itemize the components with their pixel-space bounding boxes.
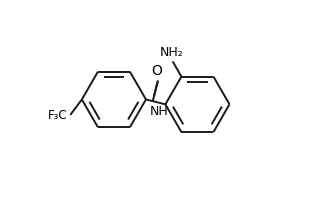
- Text: F₃C: F₃C: [48, 110, 68, 123]
- Text: NH₂: NH₂: [160, 46, 183, 59]
- Text: NH: NH: [150, 105, 169, 118]
- Text: O: O: [151, 64, 162, 78]
